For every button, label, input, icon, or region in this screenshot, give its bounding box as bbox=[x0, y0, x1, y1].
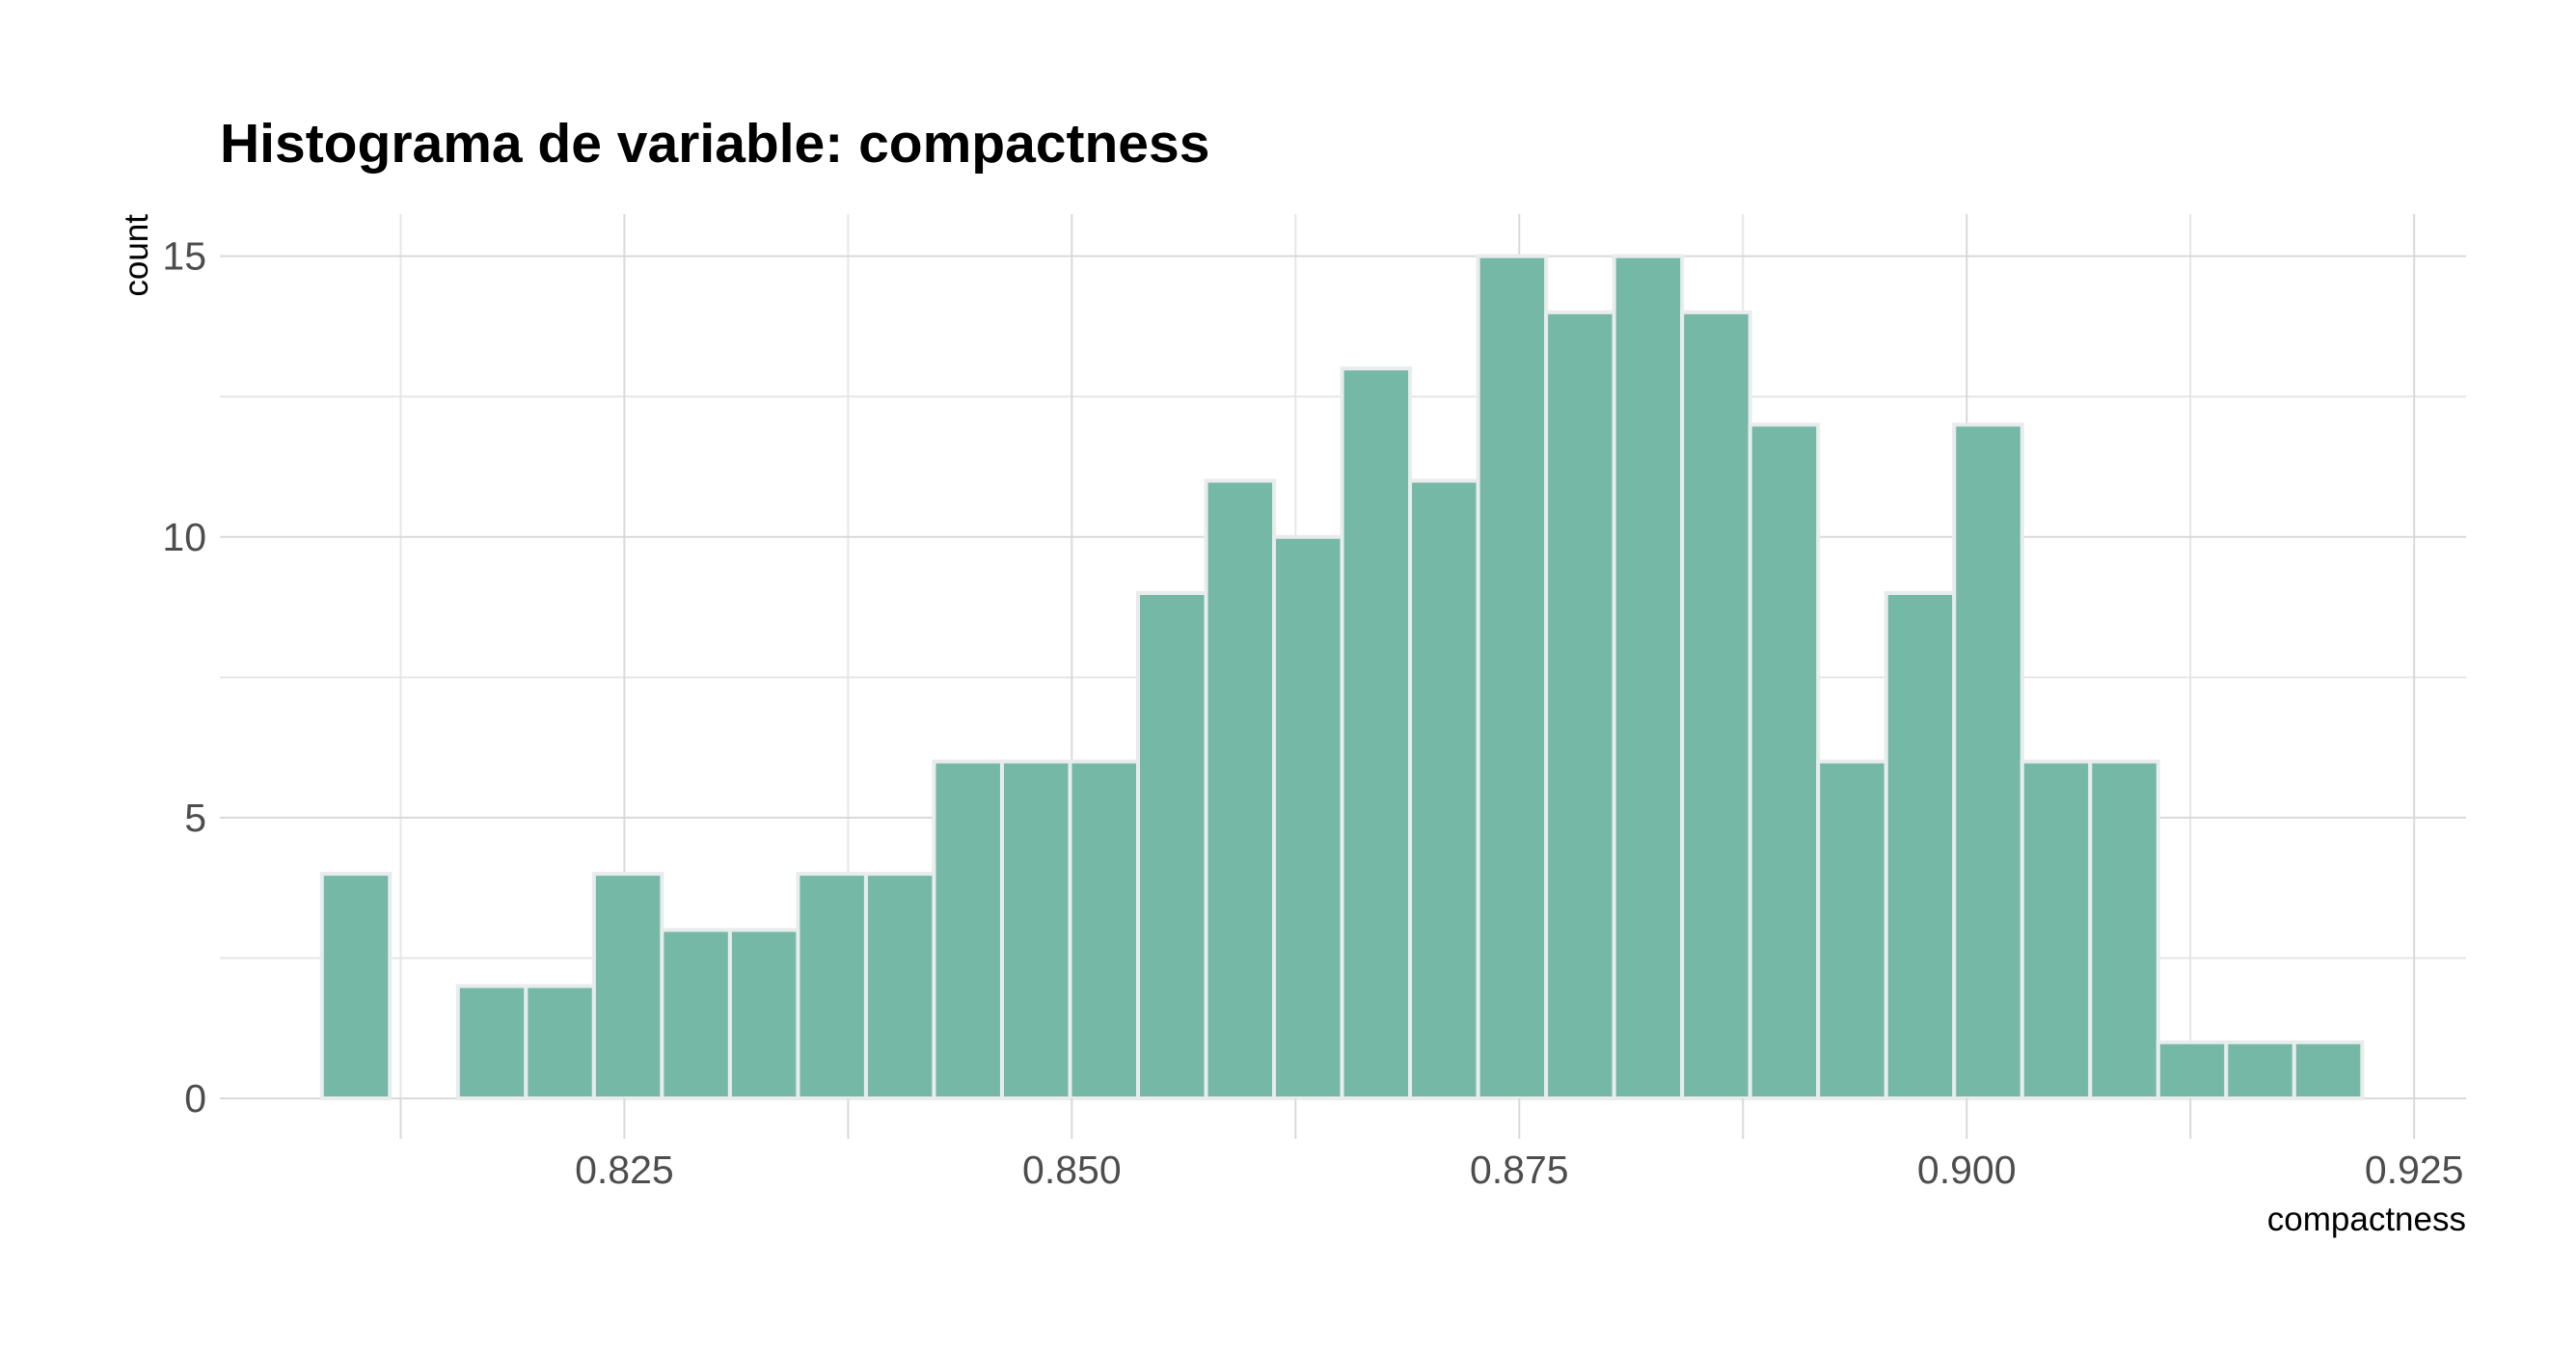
histogram-bar bbox=[932, 759, 1004, 1101]
histogram-bar bbox=[999, 759, 1072, 1101]
axis-ticks bbox=[399, 1098, 2416, 1139]
histogram-bar bbox=[1408, 478, 1480, 1100]
histogram-bar bbox=[1816, 759, 1888, 1101]
histogram-bar bbox=[524, 984, 596, 1100]
tick-labels: 0.825 0.850 0.875 0.900 0.925 0 5 10 15 bbox=[162, 234, 2463, 1192]
x-tick-label: 0.900 bbox=[1917, 1148, 2017, 1192]
x-tick-label: 0.875 bbox=[1470, 1148, 1569, 1192]
x-axis-title: compactness bbox=[2267, 1201, 2466, 1238]
x-tick-label: 0.825 bbox=[575, 1148, 674, 1192]
histogram-bar bbox=[863, 872, 936, 1100]
y-tick-label: 5 bbox=[184, 796, 206, 840]
histogram-bar bbox=[796, 872, 868, 1100]
x-tick-label: 0.925 bbox=[2365, 1148, 2464, 1192]
histogram-bar bbox=[319, 872, 393, 1100]
y-tick-label: 15 bbox=[162, 234, 206, 279]
histogram-bar bbox=[1340, 366, 1413, 1101]
histogram-bar bbox=[1748, 422, 1821, 1101]
chart-title: Histograma de variable: compactness bbox=[220, 113, 1209, 175]
histogram-bar bbox=[591, 872, 664, 1100]
y-tick-label: 10 bbox=[162, 515, 206, 559]
histogram-bar bbox=[1272, 534, 1344, 1100]
histogram-bar bbox=[455, 984, 529, 1100]
histogram-bar bbox=[1068, 759, 1141, 1101]
x-tick-label: 0.850 bbox=[1022, 1148, 1122, 1192]
bars bbox=[319, 254, 2365, 1101]
histogram-bar bbox=[1136, 591, 1208, 1100]
histogram-bar bbox=[2088, 759, 2160, 1101]
histogram-bar bbox=[2020, 759, 2093, 1101]
histogram-bar bbox=[2156, 1040, 2229, 1101]
histogram-bar bbox=[1612, 254, 1685, 1100]
histogram-bar bbox=[2224, 1040, 2296, 1101]
histogram-bar bbox=[1680, 310, 1752, 1100]
histogram-bar bbox=[727, 928, 800, 1100]
histogram-bar bbox=[1204, 478, 1277, 1100]
y-tick-label: 0 bbox=[184, 1076, 206, 1121]
histogram-bar bbox=[2291, 1040, 2365, 1101]
histogram-bar bbox=[660, 928, 732, 1100]
histogram-bar bbox=[1544, 310, 1616, 1100]
histogram-bar bbox=[1476, 254, 1549, 1100]
histogram-bar bbox=[1952, 422, 2024, 1101]
histogram-bar bbox=[1884, 591, 1957, 1100]
y-axis-title: count bbox=[118, 214, 155, 297]
